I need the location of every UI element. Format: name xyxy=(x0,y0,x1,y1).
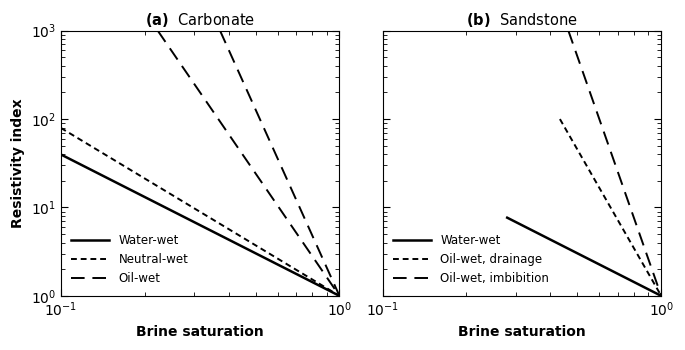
Water-wet xyxy=(329,290,337,295)
Water-wet xyxy=(223,237,231,241)
Line: Oil-wet, imbibition: Oil-wet, imbibition xyxy=(569,31,661,296)
Water-wet xyxy=(577,253,586,257)
Neutral-wet xyxy=(208,217,216,221)
Neutral-wet xyxy=(57,126,65,130)
Water-wet xyxy=(653,292,662,296)
Water-wet xyxy=(586,258,595,262)
Legend: Water-wet, Neutral-wet, Oil-wet: Water-wet, Neutral-wet, Oil-wet xyxy=(66,230,193,290)
Water-wet xyxy=(576,253,584,257)
Oil-wet, drainage xyxy=(657,294,665,298)
Line: Neutral-wet: Neutral-wet xyxy=(61,128,340,296)
Water-wet xyxy=(57,152,65,156)
Water-wet xyxy=(657,294,665,298)
Oil-wet, imbibition xyxy=(609,156,617,160)
Oil-wet, drainage xyxy=(610,213,619,217)
Title: $\mathbf{(b)}$  Sandstone: $\mathbf{(b)}$ Sandstone xyxy=(466,11,578,29)
Oil-wet, drainage xyxy=(556,117,564,121)
Oil-wet xyxy=(336,294,344,298)
Neutral-wet xyxy=(223,226,231,230)
Oil-wet xyxy=(241,156,249,160)
Neutral-wet xyxy=(285,264,293,268)
Oil-wet, imbibition xyxy=(657,294,665,298)
X-axis label: Brine saturation: Brine saturation xyxy=(458,325,586,339)
Title: $\mathbf{(a)}$  Carbonate: $\mathbf{(a)}$ Carbonate xyxy=(145,11,256,29)
Oil-wet, drainage xyxy=(604,201,612,205)
Neutral-wet xyxy=(190,206,199,211)
Neutral-wet xyxy=(189,205,197,210)
Water-wet xyxy=(189,219,197,224)
Oil-wet, drainage xyxy=(616,222,624,226)
Oil-wet, drainage xyxy=(605,202,613,206)
Oil-wet, imbibition xyxy=(564,29,573,33)
Oil-wet, imbibition xyxy=(614,172,623,176)
Oil-wet, imbibition xyxy=(655,287,663,292)
Oil-wet xyxy=(331,287,339,292)
Oil-wet, imbibition xyxy=(608,155,616,159)
Oil-wet xyxy=(240,155,248,159)
Oil-wet, imbibition xyxy=(640,246,649,250)
Neutral-wet xyxy=(336,294,344,298)
Neutral-wet xyxy=(329,290,337,294)
Water-wet xyxy=(630,280,638,284)
Line: Water-wet: Water-wet xyxy=(61,154,340,296)
Oil-wet, imbibition xyxy=(619,187,627,191)
Line: Oil-wet, drainage: Oil-wet, drainage xyxy=(560,119,661,296)
Line: Water-wet: Water-wet xyxy=(507,218,661,296)
Line: Oil-wet: Oil-wet xyxy=(158,31,340,296)
Oil-wet xyxy=(153,29,162,33)
X-axis label: Brine saturation: Brine saturation xyxy=(136,325,264,339)
Water-wet xyxy=(336,294,344,298)
Oil-wet, drainage xyxy=(655,289,663,294)
Y-axis label: Resistivity index: Resistivity index xyxy=(11,98,25,228)
Oil-wet xyxy=(252,172,260,176)
Water-wet xyxy=(595,262,603,266)
Water-wet xyxy=(208,229,216,233)
Water-wet xyxy=(285,268,293,272)
Water-wet xyxy=(503,216,511,220)
Legend: Water-wet, Oil-wet, drainage, Oil-wet, imbibition: Water-wet, Oil-wet, drainage, Oil-wet, i… xyxy=(388,230,554,290)
Oil-wet xyxy=(262,187,270,191)
Oil-wet, drainage xyxy=(639,262,647,266)
Oil-wet xyxy=(303,246,311,250)
Water-wet xyxy=(190,220,199,225)
